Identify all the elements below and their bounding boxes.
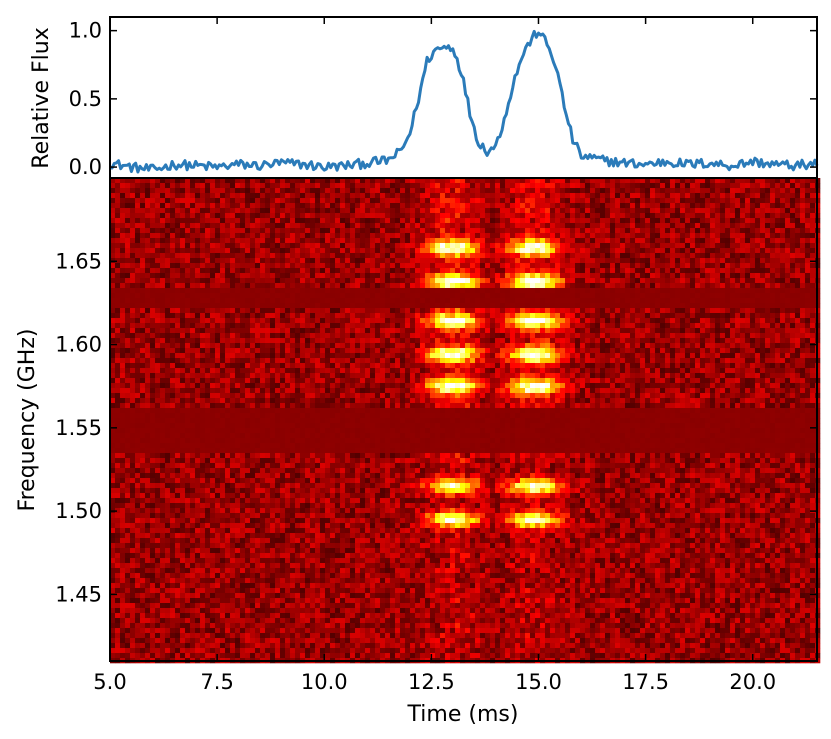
flux-panel-background — [110, 17, 817, 178]
spectrum-x-tick-label: 10.0 — [301, 670, 348, 694]
spectrum-y-axis-label: Frequency (GHz) — [15, 329, 40, 512]
flux-line-group — [109, 29, 819, 174]
spectrum-x-axis-label: Time (ms) — [407, 702, 519, 727]
spectrum-panel-frame — [109, 177, 818, 662]
spectrum-x-ticks: 5.0 7.5 10.0 12.5 15.0 17.5 20.0 — [93, 17, 776, 694]
spectrum-y-tick-label: 1.55 — [55, 416, 102, 440]
flux-y-axis-label: Relative Flux — [29, 27, 54, 168]
spectrum-x-tick-label: 15.0 — [515, 670, 562, 694]
spectrum-y-ticks: 1.45 1.50 1.55 1.60 1.65 — [55, 249, 817, 606]
spectrum-x-tick-label: 12.5 — [408, 670, 455, 694]
spectrum-x-tick-label: 5.0 — [93, 670, 126, 694]
spectrum-y-tick-label: 1.60 — [55, 333, 102, 357]
flux-panel: 0.0 0.5 1.0 Relative Flux — [29, 16, 819, 179]
spectrum-y-tick-label: 1.45 — [55, 582, 102, 606]
spectrum-x-tick-label: 7.5 — [200, 670, 233, 694]
flux-y-tick-label: 1.0 — [69, 19, 102, 43]
spectrum-heatmap — [110, 178, 821, 664]
flux-y-tick-label: 0.0 — [69, 155, 102, 179]
flux-y-ticks: 0.0 0.5 1.0 — [69, 19, 817, 179]
spectrum-x-tick-label: 20.0 — [729, 670, 776, 694]
spectrum-y-tick-label: 1.65 — [55, 249, 102, 273]
flux-series-line — [109, 29, 819, 174]
spectrum-x-tick-label: 17.5 — [622, 670, 669, 694]
spectrum-y-tick-label: 1.50 — [55, 499, 102, 523]
spectrum-panel: 1.45 1.50 1.55 1.60 1.65 5.0 7.5 10.0 12.5 15.0 1… — [15, 17, 821, 727]
flux-y-tick-label: 0.5 — [69, 87, 102, 111]
